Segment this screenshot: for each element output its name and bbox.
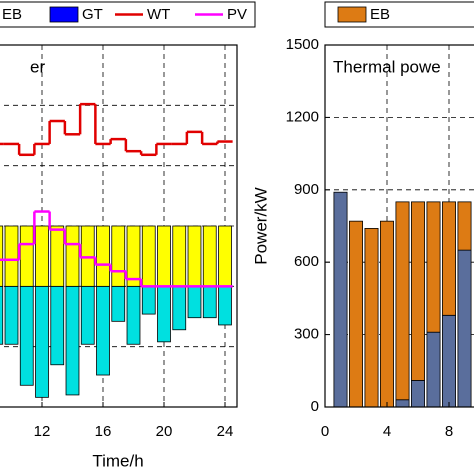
y-tick-label: 900	[294, 181, 319, 198]
bar	[457, 201, 472, 251]
bar	[111, 225, 126, 287]
bar	[50, 285, 65, 366]
y-tick-label: 1200	[286, 108, 319, 125]
bar	[426, 331, 441, 408]
bar	[157, 225, 171, 287]
x-tick-label: 0	[321, 423, 329, 440]
bar	[218, 285, 232, 326]
plot-frame	[324, 44, 474, 408]
bar	[35, 285, 49, 398]
x-tick-label: 12	[34, 423, 51, 440]
bar	[172, 285, 187, 331]
legend-label: WT	[147, 6, 170, 23]
bar	[50, 225, 65, 287]
x-tick-label: 4	[383, 423, 391, 440]
x-tick-label: 24	[217, 423, 234, 440]
bar	[426, 201, 441, 333]
bar	[35, 225, 49, 287]
bar	[65, 285, 80, 396]
legend-label: EB	[370, 6, 390, 23]
bar	[187, 225, 202, 287]
bar	[187, 285, 202, 319]
bar	[172, 225, 187, 287]
panel: 12 16 20 24 er Time/h EB GT WT PV	[0, 1, 256, 470]
panel-title: er	[30, 57, 45, 76]
x-axis-label: Time/h	[92, 451, 143, 470]
legend-swatch	[49, 6, 79, 23]
bar	[411, 380, 425, 408]
bar	[4, 225, 19, 287]
bar	[4, 285, 19, 345]
x-tick-label: 8	[445, 423, 453, 440]
bar	[111, 285, 126, 322]
bar	[395, 201, 410, 401]
bar	[442, 314, 456, 408]
plot-frame	[0, 44, 238, 408]
panel-title: Thermal powe	[333, 57, 441, 76]
y-axis-label: Power/kW	[251, 187, 270, 264]
bar	[411, 201, 425, 381]
legend-swatch	[337, 6, 367, 23]
bar	[96, 225, 110, 287]
bar	[0, 285, 4, 345]
panel: 0 4 8 0 300 600 900 1200 1500 Thermal powe Power/k…	[251, 1, 474, 440]
bar	[80, 285, 95, 345]
bar	[126, 285, 141, 345]
bar	[457, 249, 472, 408]
legend-label: GT	[82, 6, 103, 23]
x-tick-label: 16	[95, 423, 112, 440]
bar	[96, 285, 110, 376]
bar	[65, 225, 80, 287]
bar	[19, 225, 34, 287]
bar	[141, 225, 156, 287]
bar	[202, 285, 217, 319]
bar	[218, 225, 232, 287]
bar	[19, 285, 34, 386]
bar	[157, 285, 171, 343]
bar	[0, 225, 4, 287]
y-tick-label: 300	[294, 326, 319, 343]
x-tick-label: 20	[156, 423, 173, 440]
bar	[202, 225, 217, 287]
bar	[333, 191, 348, 408]
bar	[126, 225, 141, 287]
y-tick-label: 1500	[286, 36, 319, 53]
y-tick-label: 600	[294, 253, 319, 270]
y-tick-label: 0	[311, 398, 319, 415]
bar	[349, 220, 363, 408]
bar	[364, 228, 379, 408]
legend-label: PV	[227, 6, 247, 23]
bar	[380, 220, 394, 408]
legend-label: EB	[2, 6, 22, 23]
bar	[442, 201, 456, 316]
bar	[141, 285, 156, 315]
bar	[395, 399, 410, 408]
